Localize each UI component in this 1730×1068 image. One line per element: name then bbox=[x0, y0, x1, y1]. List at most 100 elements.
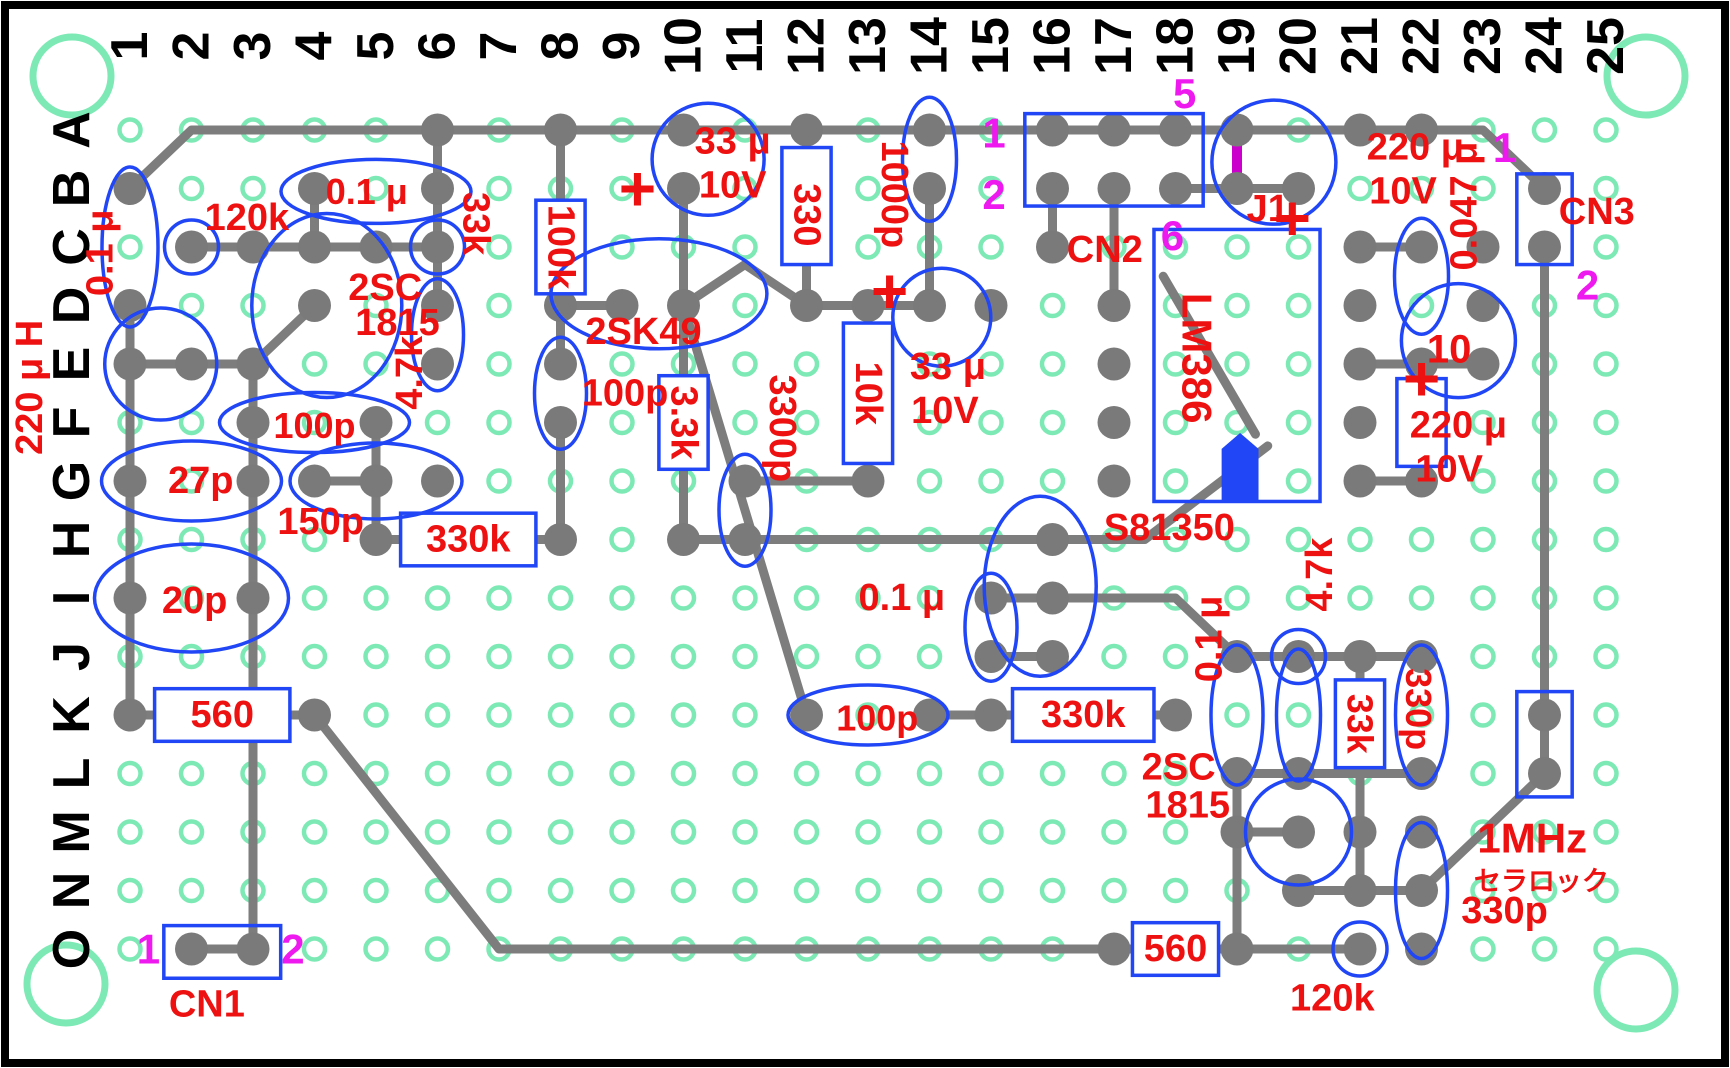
regulator-s81350 bbox=[982, 494, 1098, 679]
solder-dot bbox=[1405, 113, 1438, 147]
label-J1: J1 bbox=[1247, 188, 1289, 230]
solder-dot bbox=[1466, 347, 1500, 381]
solder-dot bbox=[790, 113, 823, 147]
label-10V: 10V bbox=[699, 165, 767, 207]
solder-dot bbox=[236, 932, 270, 966]
mount-hole bbox=[1603, 33, 1689, 119]
solder-dot bbox=[113, 581, 147, 615]
col-label-3: 3 bbox=[224, 32, 282, 61]
wire bbox=[125, 125, 1549, 193]
label-220-μ: 220 μ bbox=[1367, 127, 1464, 169]
col-label-21: 21 bbox=[1331, 17, 1389, 75]
solder-dot bbox=[1405, 230, 1438, 264]
solder-dot bbox=[974, 581, 1008, 615]
solder-dot bbox=[851, 289, 885, 322]
solder-dot bbox=[1036, 172, 1069, 205]
col-label-17: 17 bbox=[1085, 17, 1143, 75]
label-120k: 120k bbox=[205, 197, 290, 239]
cap-100p-f bbox=[217, 390, 412, 455]
solder-dot bbox=[1036, 113, 1069, 147]
label-4.7k: 4.7k bbox=[1299, 537, 1341, 612]
corner-mount-holes bbox=[23, 33, 1689, 1033]
solder-dot bbox=[1343, 464, 1377, 498]
col-label-10: 10 bbox=[655, 17, 713, 75]
cap-330p-a bbox=[1393, 643, 1450, 787]
mount-hole bbox=[23, 941, 109, 1027]
row-label-B: B bbox=[43, 170, 101, 208]
wire bbox=[1158, 271, 1260, 439]
resistor-100k bbox=[534, 198, 587, 296]
solder-dot bbox=[298, 464, 331, 498]
col-label-23: 23 bbox=[1454, 17, 1512, 75]
solder-dot bbox=[667, 523, 700, 556]
solder-dots bbox=[113, 113, 1561, 966]
solder-dot bbox=[1282, 757, 1315, 790]
solder-dot bbox=[667, 113, 700, 147]
label-4.7k: 4.7k bbox=[389, 335, 431, 410]
solder-dot bbox=[851, 464, 885, 498]
label-330k: 330k bbox=[1041, 694, 1126, 736]
solder-dot bbox=[1036, 640, 1069, 673]
solder-dot bbox=[421, 172, 454, 205]
solder-dot bbox=[1528, 172, 1561, 205]
label-CN2: CN2 bbox=[1067, 229, 1143, 271]
connector-cn2 bbox=[1023, 111, 1205, 208]
label-0.047-μ: 0.047 μ bbox=[1444, 142, 1486, 271]
solder-dot bbox=[1097, 464, 1131, 498]
solder-dot bbox=[1036, 523, 1069, 556]
label-0.1-μ: 0.1 μ bbox=[1188, 596, 1230, 683]
resistor-33k-b bbox=[1333, 678, 1387, 770]
cap-220u-a bbox=[1210, 98, 1338, 226]
pin-number-2: 2 bbox=[982, 171, 1005, 218]
label-1815: 1815 bbox=[1146, 785, 1231, 827]
solder-dot bbox=[913, 172, 946, 205]
label-220-μ: 220 μ bbox=[1410, 404, 1507, 446]
col-label-8: 8 bbox=[532, 32, 590, 61]
solder-dot bbox=[236, 581, 270, 615]
solder-dot bbox=[1343, 230, 1377, 264]
solder-dot bbox=[113, 698, 147, 732]
pin-numbers: 1 2 1 2 5 6 1 2 bbox=[137, 70, 1599, 972]
solder-dot bbox=[1405, 874, 1438, 907]
solder-dot bbox=[1097, 347, 1131, 381]
solder-dot bbox=[1036, 581, 1069, 615]
wire bbox=[1417, 769, 1549, 895]
label-2SK49: 2SK49 bbox=[585, 311, 701, 353]
solder-dot bbox=[913, 698, 946, 732]
solder-dot bbox=[1220, 932, 1254, 966]
solder-dot bbox=[1528, 230, 1561, 264]
label-33-μ: 33 μ bbox=[910, 346, 986, 388]
solder-dot bbox=[1343, 406, 1377, 439]
mount-hole bbox=[1593, 947, 1679, 1033]
label-0.1-μ: 0.1 μ bbox=[859, 577, 946, 619]
label-10: 10 bbox=[1427, 327, 1472, 371]
label-10V: 10V bbox=[1415, 448, 1483, 490]
cap-0.047u bbox=[1392, 216, 1451, 336]
plus-mark: + bbox=[1403, 343, 1440, 415]
plus-mark: + bbox=[871, 255, 908, 327]
solder-dot bbox=[298, 230, 331, 264]
solder-dot bbox=[1466, 230, 1500, 264]
label-3300p: 3300p bbox=[761, 374, 803, 482]
solder-dot bbox=[359, 406, 393, 439]
lead-ring bbox=[162, 218, 221, 276]
pin-number-6: 6 bbox=[1161, 212, 1184, 259]
label-10V: 10V bbox=[911, 390, 979, 432]
label-120k: 120k bbox=[1290, 978, 1375, 1020]
pin-number-2: 2 bbox=[281, 926, 304, 973]
col-label-20: 20 bbox=[1270, 17, 1328, 75]
solder-dot bbox=[1159, 698, 1192, 732]
connector-cn1 bbox=[162, 923, 283, 980]
row-label-I: I bbox=[43, 591, 101, 605]
cap-27p bbox=[99, 439, 284, 523]
row-label-K: K bbox=[43, 696, 101, 734]
solder-dot bbox=[1343, 640, 1377, 673]
transistor-2sc1815-a bbox=[250, 211, 404, 400]
solder-dot bbox=[1528, 757, 1561, 790]
wire bbox=[310, 710, 1119, 954]
pin-number-5: 5 bbox=[1173, 70, 1196, 117]
row-label-D: D bbox=[43, 287, 101, 325]
